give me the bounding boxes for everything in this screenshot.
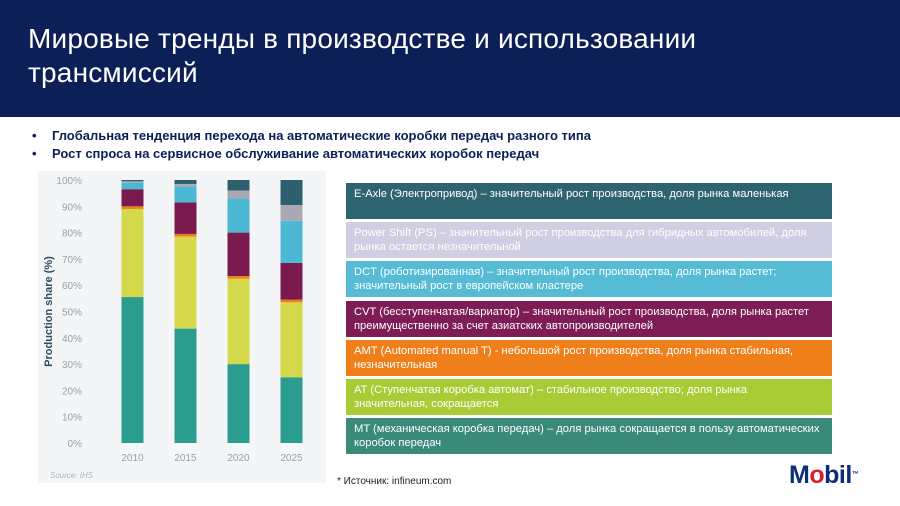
stacked-bar-chart: 0% 10% 20% 30% 40% 50% 60% 70% 80% 90% 100% Product…	[43, 176, 303, 480]
legend-row-at: AT (Ступенчатая коробка автомат) – стаби…	[346, 378, 832, 415]
bar-segment-cvt-2010	[121, 189, 144, 207]
bar-segment-mt-2015	[174, 328, 197, 443]
bar-segment-amt-2025	[280, 299, 303, 303]
y-tick-label: 60%	[62, 281, 82, 292]
bar-segment-at-2015	[174, 236, 197, 329]
source-note: * Источник: infineum.com	[337, 476, 452, 487]
y-tick-label: 30%	[62, 360, 82, 371]
y-tick-label: 90%	[62, 202, 82, 213]
bar-segment-amt-2010	[121, 206, 144, 209]
y-axis-label: Production share (%)	[43, 256, 55, 367]
chart-panel: 0% 10% 20% 30% 40% 50% 60% 70% 80% 90% 100% Product…	[38, 171, 326, 483]
bar-segment-mt-2010	[121, 297, 144, 443]
bullet-item: • Рост спроса на сервисное обслуживание а…	[32, 145, 732, 163]
bar-segment-cvt-2020	[227, 232, 250, 276]
y-tick-label: 0%	[68, 439, 83, 450]
bar-segment-e-axle-2015	[174, 180, 197, 184]
chart-source-label: Source: IHS	[50, 471, 94, 480]
legend-row-amt: AMT (Automated manual T) - небольшой рос…	[346, 339, 832, 376]
bar-segment-e-axle-2025	[280, 180, 303, 205]
y-tick-label: 20%	[62, 386, 82, 397]
bar-segment-at-2010	[121, 208, 144, 298]
bar-segment-dct-2010	[121, 182, 144, 190]
bullet-list: • Глобальная тенденция перехода на автома…	[32, 127, 732, 163]
transmission-legend: E-Axle (Электропривод) – значительный ро…	[346, 183, 832, 457]
y-tick-label: 100%	[56, 176, 82, 187]
legend-row-cvt: CVT (бесступенчатая/вариатор) – значител…	[346, 300, 832, 337]
title-banner: Мировые тренды в производстве и использо…	[0, 0, 900, 117]
bullet-item: • Глобальная тенденция перехода на автома…	[32, 127, 732, 145]
bar-segment-power-shift-2010	[121, 181, 144, 183]
bullet-text: Глобальная тенденция перехода на автомат…	[52, 128, 591, 143]
logo-suffix: bil	[824, 461, 852, 489]
y-tick-label: 40%	[62, 334, 82, 345]
bar-segment-e-axle-2010	[121, 180, 144, 182]
bar-segment-e-axle-2020	[227, 180, 250, 191]
logo-prefix: M	[789, 461, 810, 489]
bar-segment-amt-2020	[227, 275, 250, 279]
logo-o: o	[809, 461, 825, 489]
y-tick-label: 50%	[62, 308, 82, 319]
bullet-text: Рост спроса на сервисное обслуживание ав…	[52, 146, 540, 161]
bar-segment-cvt-2015	[174, 202, 197, 234]
bullet-dot-icon: •	[32, 146, 37, 161]
legend-row-dct: DCT (роботизированная) – значительный ро…	[346, 261, 832, 298]
x-tick-label: 2020	[227, 453, 250, 464]
legend-row-e-axle: E-Axle (Электропривод) – значительный ро…	[346, 183, 832, 219]
x-tick-label: 2010	[121, 453, 144, 464]
bar-segment-at-2025	[280, 302, 303, 378]
bar-segment-power-shift-2015	[174, 183, 197, 187]
y-tick-label: 70%	[62, 255, 82, 266]
x-tick-label: 2025	[280, 453, 303, 464]
bar-segment-at-2020	[227, 278, 250, 365]
page-title: Мировые тренды в производстве и использо…	[28, 23, 697, 88]
mobil-logo: Mobil™	[789, 460, 859, 490]
legend-row-mt: MT (механическая коробка передач) – доля…	[346, 418, 832, 455]
bar-segment-power-shift-2020	[227, 190, 250, 199]
y-tick-label: 10%	[62, 413, 82, 424]
bullet-dot-icon: •	[32, 128, 37, 143]
bar-segment-cvt-2025	[280, 262, 303, 300]
legend-row-power-shift: Power Shift (PS) – значительный рост про…	[346, 222, 832, 259]
bar-segment-mt-2020	[227, 364, 250, 443]
x-tick-label: 2015	[174, 453, 197, 464]
bar-segment-dct-2025	[280, 220, 303, 263]
y-tick-label: 80%	[62, 229, 82, 240]
bar-segment-dct-2020	[227, 198, 250, 233]
bar-segment-mt-2025	[280, 377, 303, 443]
logo-tm: ™	[851, 471, 859, 478]
bar-segment-amt-2015	[174, 233, 197, 237]
bar-segment-dct-2015	[174, 186, 197, 203]
bar-segment-power-shift-2025	[280, 204, 303, 221]
